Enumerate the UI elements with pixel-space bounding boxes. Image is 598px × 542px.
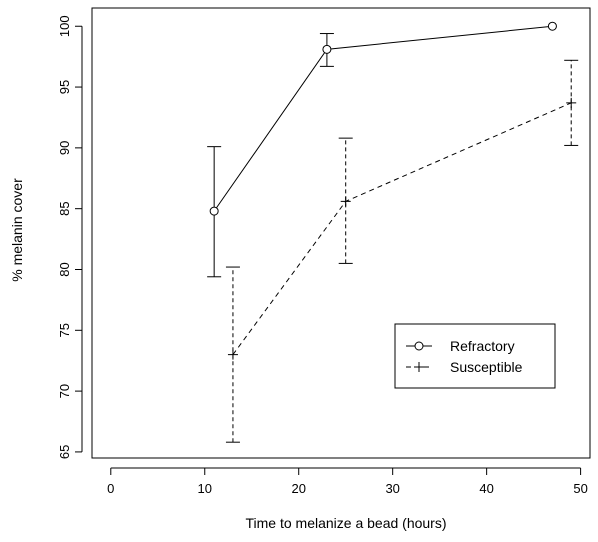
x-tick-label: 50 bbox=[573, 481, 587, 496]
x-tick-label: 0 bbox=[107, 481, 114, 496]
plot-frame bbox=[91, 7, 591, 459]
series-line-susceptible bbox=[232, 102, 572, 355]
data-point-susceptible bbox=[566, 97, 577, 108]
x-tick-label: 10 bbox=[198, 481, 212, 496]
y-tick-label: 80 bbox=[57, 262, 72, 276]
y-axis-title: % melanin cover bbox=[9, 178, 25, 282]
data-point-refractory bbox=[547, 21, 557, 31]
x-tick-label: 40 bbox=[479, 481, 493, 496]
y-tick-label: 85 bbox=[57, 201, 72, 215]
x-tick-label: 30 bbox=[385, 481, 399, 496]
legend-box bbox=[394, 323, 556, 389]
x-tick-label: 20 bbox=[291, 481, 305, 496]
y-tick-label: 95 bbox=[57, 80, 72, 94]
data-point-refractory bbox=[322, 44, 332, 54]
data-point-refractory bbox=[209, 206, 219, 216]
data-point-susceptible bbox=[340, 196, 351, 207]
data-point-susceptible bbox=[227, 349, 238, 360]
y-tick-label: 90 bbox=[57, 141, 72, 155]
legend-marker-refractory bbox=[414, 341, 424, 351]
y-tick-label: 65 bbox=[57, 445, 72, 459]
y-tick-label: 100 bbox=[57, 15, 72, 37]
y-tick-label: 75 bbox=[57, 323, 72, 337]
legend-label-susceptible: Susceptible bbox=[450, 359, 523, 375]
y-tick-label: 70 bbox=[57, 384, 72, 398]
legend-marker-susceptible bbox=[414, 362, 424, 372]
legend-label-refractory: Refractory bbox=[450, 338, 515, 354]
x-axis-title: Time to melanize a bead (hours) bbox=[245, 515, 446, 531]
series-line-refractory bbox=[213, 25, 553, 212]
